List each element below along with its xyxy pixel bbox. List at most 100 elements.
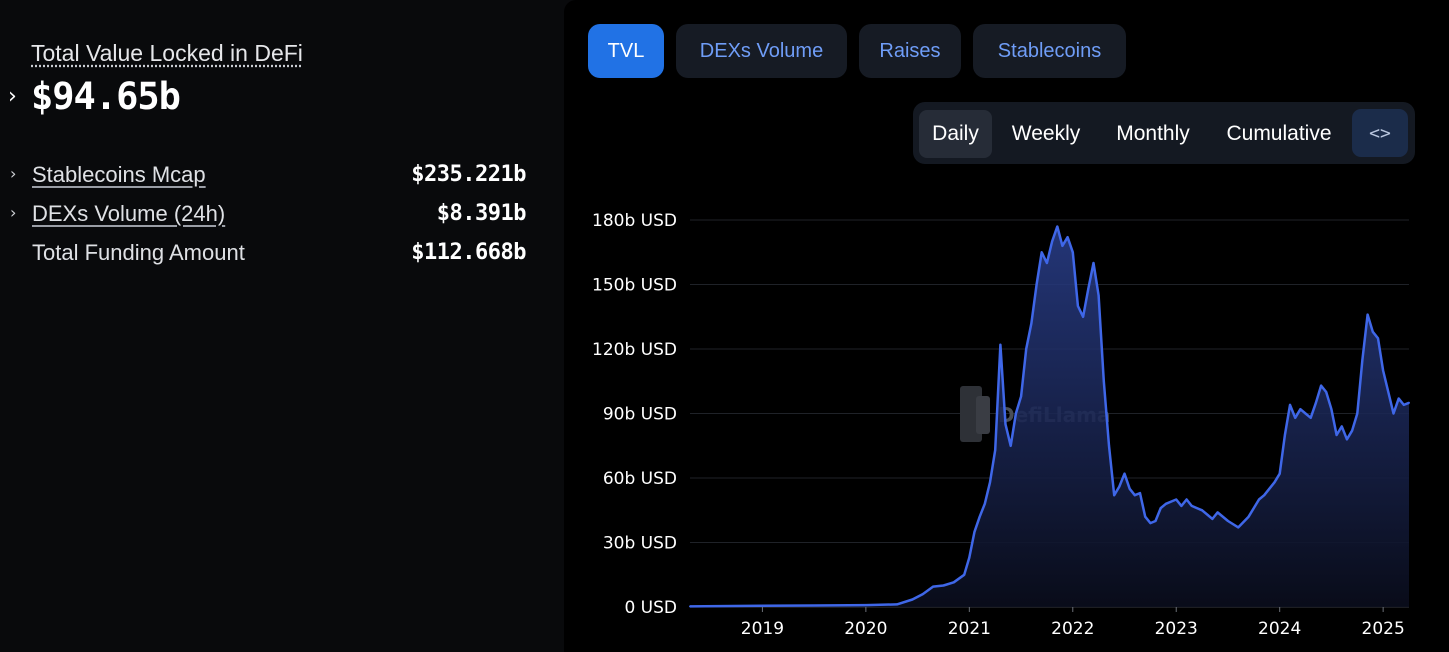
data-point (1263, 494, 1266, 497)
stat-row-total-funding: Total Funding Amount $112.668b (0, 240, 530, 270)
data-point (1237, 526, 1240, 529)
code-brackets-icon[interactable]: <> (1352, 109, 1408, 157)
data-point (1190, 504, 1193, 507)
data-point (1283, 434, 1286, 436)
period-cumulative[interactable]: Cumulative (1226, 122, 1332, 145)
tvl-title[interactable]: Total Value Locked in DeFi (31, 40, 303, 66)
summary-panel: › Total Value Locked in DeFi $94.65b › S… (0, 0, 564, 652)
data-point (978, 515, 981, 518)
stat-value: $235.221b (411, 162, 526, 187)
data-point (1216, 511, 1219, 514)
chevron-right-icon[interactable]: › (10, 203, 17, 222)
data-point (895, 603, 898, 606)
data-point (1402, 403, 1405, 406)
data-point (1108, 444, 1110, 447)
data-point (1087, 287, 1090, 290)
data-point (1195, 507, 1198, 510)
data-point (1051, 240, 1054, 243)
data-point (1268, 487, 1271, 490)
data-point (1113, 494, 1116, 497)
data-point (952, 581, 955, 584)
tab-dexs-volume[interactable]: DEXs Volume (676, 24, 847, 78)
tab-stablecoins[interactable]: Stablecoins (973, 24, 1126, 78)
tvl-area (690, 226, 1409, 607)
data-point (1345, 438, 1348, 441)
data-point (1030, 322, 1033, 325)
data-point (1258, 498, 1260, 501)
data-point (1045, 262, 1048, 264)
data-point (1144, 515, 1147, 518)
data-point (1320, 384, 1323, 387)
data-point (1211, 517, 1214, 520)
data-point (1014, 412, 1017, 415)
data-point (1170, 500, 1173, 503)
data-point (1164, 502, 1167, 505)
stat-row-dexs-volume[interactable]: › DEXs Volume (24h) $8.391b (0, 201, 530, 231)
y-tick-label: 30b USD (603, 534, 677, 554)
stat-label: Total Funding Amount (32, 240, 245, 265)
data-point (1201, 509, 1204, 512)
data-point (1133, 494, 1136, 497)
period-toggle-group: Daily Weekly Monthly Cumulative (913, 102, 1415, 164)
data-point (1009, 444, 1012, 447)
data-point (1056, 225, 1059, 228)
data-point (1351, 429, 1354, 432)
stat-value: $8.391b (436, 201, 527, 226)
period-monthly[interactable]: Monthly (1116, 122, 1190, 145)
data-point (1392, 412, 1395, 415)
data-point (1247, 515, 1250, 518)
data-point (1097, 294, 1100, 297)
data-point (813, 604, 816, 607)
y-tick-label: 90b USD (603, 405, 677, 425)
data-point (999, 343, 1002, 346)
data-point (761, 604, 764, 607)
data-point (1066, 236, 1069, 239)
tab-raises[interactable]: Raises (859, 24, 961, 78)
period-daily[interactable]: Daily (919, 110, 992, 158)
data-point (963, 573, 966, 576)
data-point (1159, 507, 1162, 510)
data-point (1335, 434, 1338, 436)
data-point (994, 449, 997, 452)
stat-row-stablecoins[interactable]: › Stablecoins Mcap $235.221b (0, 162, 530, 192)
stat-value: $112.668b (411, 240, 526, 265)
data-point (1366, 313, 1369, 316)
data-point (1061, 244, 1064, 247)
data-point (911, 598, 914, 601)
chevron-right-icon[interactable]: › (8, 84, 17, 109)
data-point (1330, 408, 1333, 411)
data-point (1387, 391, 1390, 393)
x-tick-label: 2023 (1155, 619, 1198, 639)
period-weekly[interactable]: Weekly (1011, 122, 1081, 145)
y-axis: 0 USD 30b USD 60b USD 90b USD 120b USD 150b U… (592, 211, 677, 618)
data-point (1206, 513, 1209, 516)
tvl-chart[interactable]: 0 USD 30b USD 60b USD 90b USD 120b USD 150b U… (564, 160, 1434, 652)
data-point (1227, 520, 1229, 522)
data-point (1123, 472, 1126, 475)
stat-label[interactable]: Stablecoins Mcap (32, 162, 206, 187)
data-point (1294, 416, 1297, 419)
data-point (973, 530, 976, 533)
x-tick-label: 2020 (844, 619, 887, 639)
data-point (1149, 522, 1152, 525)
data-point (1361, 358, 1364, 361)
data-point (1035, 283, 1038, 286)
data-point (1154, 520, 1157, 522)
data-point (1128, 487, 1131, 490)
data-point (1139, 492, 1141, 495)
data-point (1102, 380, 1105, 383)
x-tick-label: 2021 (948, 619, 991, 639)
chevron-right-icon[interactable]: › (10, 164, 17, 183)
y-tick-label: 120b USD (592, 340, 677, 360)
data-point (921, 593, 924, 596)
data-point (1071, 251, 1074, 254)
data-point (942, 584, 945, 587)
data-point (1309, 416, 1312, 419)
data-point (1076, 305, 1079, 307)
data-point (1180, 504, 1183, 507)
tab-tvl[interactable]: TVL (588, 24, 664, 78)
data-point (1040, 251, 1043, 254)
data-point (1314, 401, 1317, 404)
data-point (1004, 423, 1007, 426)
stat-label[interactable]: DEXs Volume (24h) (32, 201, 226, 226)
